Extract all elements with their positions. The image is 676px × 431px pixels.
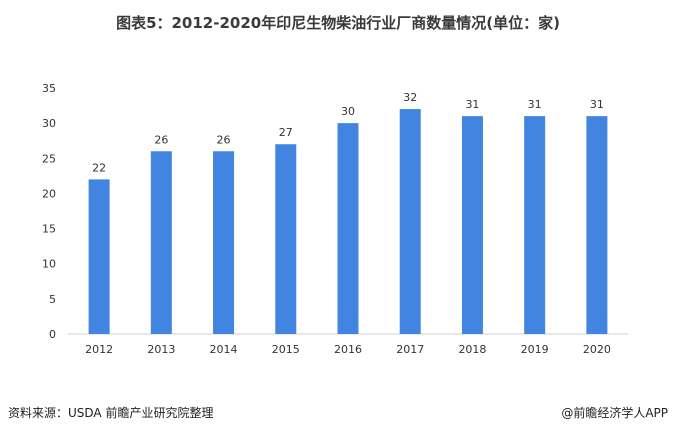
y-axis-ticks: 0 5 10 15 20 25 30 35 xyxy=(42,82,56,341)
data-label-2020: 31 xyxy=(590,98,604,111)
y-tick-label: 15 xyxy=(42,223,56,236)
data-label-2014: 26 xyxy=(217,133,231,146)
bar-2020 xyxy=(586,116,608,334)
bar-2015 xyxy=(275,144,297,334)
bar-2018 xyxy=(461,116,483,334)
data-label-2013: 26 xyxy=(154,133,168,146)
x-tick-label-2014: 2014 xyxy=(210,343,238,356)
bar-2016 xyxy=(337,123,359,335)
y-tick-label: 25 xyxy=(42,152,56,165)
bar-2019 xyxy=(524,116,546,334)
data-label-2015: 27 xyxy=(279,126,293,139)
data-label-2018: 31 xyxy=(465,98,479,111)
y-tick-label: 10 xyxy=(42,258,56,271)
data-label-2017: 32 xyxy=(403,91,417,104)
brand-label: @前瞻经济学人APP xyxy=(561,406,668,420)
x-tick-label-2017: 2017 xyxy=(396,343,424,356)
x-tick-label-2015: 2015 xyxy=(272,343,300,356)
y-tick-label: 30 xyxy=(42,117,56,130)
bar-2014 xyxy=(213,151,235,334)
x-tick-label-2018: 2018 xyxy=(458,343,486,356)
chart-title: 图表5：2012-2020年印尼生物柴油行业厂商数量情况(单位：家) xyxy=(116,14,560,32)
x-tick-label-2020: 2020 xyxy=(583,343,611,356)
data-label-2019: 31 xyxy=(528,98,542,111)
bar-2012 xyxy=(88,179,110,334)
data-label-2012: 22 xyxy=(92,161,106,174)
x-axis-ticks: 2012 2013 2014 2015 2016 2017 2018 2019 2020 xyxy=(85,343,611,356)
y-tick-label: 0 xyxy=(49,328,56,341)
data-label-2016: 30 xyxy=(341,105,355,118)
bar-2013 xyxy=(150,151,172,334)
y-tick-label: 5 xyxy=(49,293,56,306)
bars-group: 22 26 26 27 30 32 31 31 31 xyxy=(88,91,608,335)
x-tick-label-2016: 2016 xyxy=(334,343,362,356)
x-tick-label-2019: 2019 xyxy=(521,343,549,356)
x-tick-label-2012: 2012 xyxy=(85,343,113,356)
x-tick-label-2013: 2013 xyxy=(147,343,175,356)
bar-2017 xyxy=(399,109,421,334)
y-tick-label: 20 xyxy=(42,187,56,200)
y-tick-label: 35 xyxy=(42,82,56,95)
source-note: 资料来源：USDA 前瞻产业研究院整理 xyxy=(8,406,214,420)
